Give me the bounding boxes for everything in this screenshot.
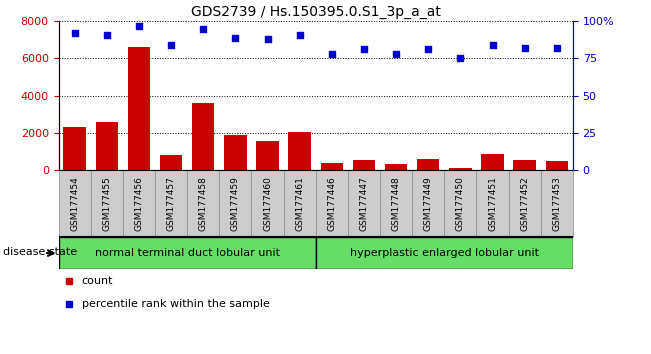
Bar: [251, 170, 284, 237]
Bar: [96, 122, 118, 170]
Bar: [155, 170, 187, 237]
Text: normal terminal duct lobular unit: normal terminal duct lobular unit: [94, 248, 280, 258]
Point: [519, 45, 530, 51]
Point: [70, 30, 80, 36]
Point: [359, 47, 369, 52]
Text: GSM177458: GSM177458: [199, 176, 208, 231]
Text: GSM177455: GSM177455: [102, 176, 111, 231]
Bar: [256, 141, 279, 170]
Bar: [59, 170, 90, 237]
Point: [230, 35, 241, 40]
Text: GSM177456: GSM177456: [135, 176, 143, 231]
Point: [423, 47, 434, 52]
Bar: [546, 161, 568, 170]
Text: GSM177452: GSM177452: [520, 176, 529, 231]
Point: [166, 42, 176, 48]
Bar: [187, 170, 219, 237]
Text: GSM177446: GSM177446: [327, 176, 337, 231]
Point: [391, 51, 401, 57]
Bar: [284, 170, 316, 237]
Text: percentile rank within the sample: percentile rank within the sample: [82, 298, 270, 309]
Bar: [316, 237, 573, 269]
Text: GSM177451: GSM177451: [488, 176, 497, 231]
Bar: [320, 163, 343, 170]
Point: [198, 26, 208, 32]
Title: GDS2739 / Hs.150395.0.S1_3p_a_at: GDS2739 / Hs.150395.0.S1_3p_a_at: [191, 5, 441, 19]
Bar: [385, 164, 408, 170]
Bar: [481, 154, 504, 170]
Text: GSM177461: GSM177461: [295, 176, 304, 231]
Bar: [224, 135, 247, 170]
Bar: [288, 132, 311, 170]
Text: GSM177448: GSM177448: [392, 176, 400, 231]
Bar: [508, 170, 541, 237]
Bar: [348, 170, 380, 237]
Bar: [219, 170, 251, 237]
Point: [551, 45, 562, 51]
Bar: [59, 237, 316, 269]
Text: GSM177460: GSM177460: [263, 176, 272, 231]
Point: [455, 56, 465, 61]
Point: [294, 32, 305, 38]
Text: GSM177459: GSM177459: [231, 176, 240, 231]
Bar: [412, 170, 444, 237]
Bar: [514, 160, 536, 170]
Text: disease state: disease state: [3, 246, 77, 257]
Bar: [192, 103, 214, 170]
Bar: [123, 170, 155, 237]
Text: hyperplastic enlarged lobular unit: hyperplastic enlarged lobular unit: [350, 248, 539, 258]
Bar: [63, 127, 86, 170]
Point: [262, 36, 273, 42]
Point: [488, 42, 498, 48]
Text: count: count: [82, 275, 113, 286]
Bar: [444, 170, 477, 237]
Bar: [128, 47, 150, 170]
Point: [133, 23, 144, 29]
Bar: [417, 159, 439, 170]
Text: GSM177449: GSM177449: [424, 176, 433, 231]
Bar: [160, 155, 182, 170]
Text: GSM177447: GSM177447: [359, 176, 368, 231]
Bar: [380, 170, 412, 237]
Text: GSM177457: GSM177457: [167, 176, 176, 231]
Text: GSM177450: GSM177450: [456, 176, 465, 231]
Text: GSM177453: GSM177453: [552, 176, 561, 231]
Bar: [90, 170, 123, 237]
Bar: [449, 168, 471, 170]
Bar: [541, 170, 573, 237]
Bar: [316, 170, 348, 237]
Point: [327, 51, 337, 57]
Bar: [353, 160, 375, 170]
Bar: [477, 170, 508, 237]
Text: GSM177454: GSM177454: [70, 176, 79, 231]
Point: [102, 32, 112, 38]
